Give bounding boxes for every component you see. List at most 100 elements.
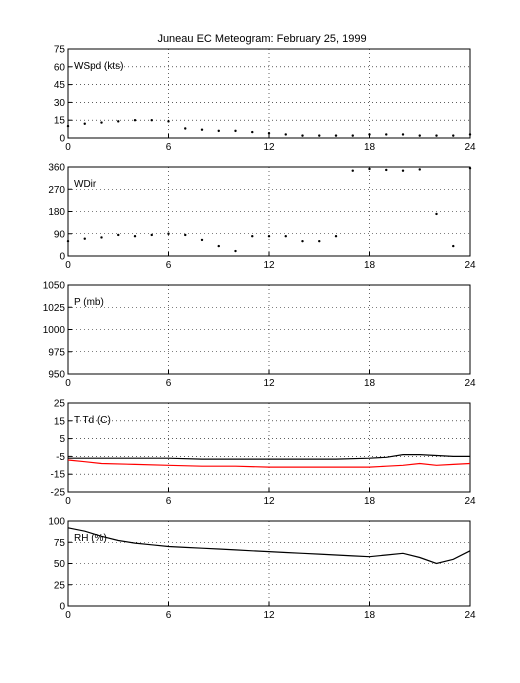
panel-wspd: 0 6 12 18 24 0 15 30 45 60 75 WSpd (kts) — [54, 45, 476, 154]
x-tick-label: 0 — [65, 610, 71, 621]
data-point — [150, 119, 153, 122]
data-point — [385, 133, 388, 136]
data-point — [184, 127, 187, 130]
data-point — [234, 129, 237, 133]
data-point — [401, 169, 405, 172]
data-point — [267, 132, 271, 135]
panel-pres: 0 6 12 18 24 950 975 1000 1025 1050 P (mb) — [43, 281, 476, 390]
panel-ttd: 0 6 12 18 24 -25 -15 -5 5 15 25 T Td (C) — [51, 399, 476, 508]
data-point — [117, 233, 120, 237]
data-point — [217, 244, 220, 248]
y-tick-label: 60 — [54, 62, 66, 73]
data-point — [468, 167, 472, 170]
series-line-0 — [67, 527, 471, 565]
x-tick-label: 18 — [364, 610, 376, 621]
x-tick-label: 24 — [464, 610, 476, 621]
y-tick-label: 25 — [54, 399, 66, 410]
x-tick-label: 24 — [464, 378, 476, 389]
y-tick-label: 1025 — [43, 303, 66, 314]
y-tick-label: 950 — [48, 370, 65, 381]
data-point — [184, 233, 187, 237]
data-point — [133, 119, 137, 122]
y-tick-label: 0 — [59, 602, 65, 613]
x-tick-label: 6 — [166, 496, 172, 507]
x-tick-label: 18 — [364, 260, 376, 271]
y-tick-label: -5 — [56, 452, 65, 463]
data-point — [217, 129, 220, 133]
y-tick-label: 50 — [54, 559, 66, 570]
x-tick-label: 12 — [263, 610, 275, 621]
data-point — [318, 239, 321, 243]
data-point — [251, 235, 254, 238]
data-point — [435, 212, 438, 216]
data-point — [66, 239, 70, 243]
data-point — [385, 168, 388, 172]
data-point — [401, 133, 405, 136]
x-tick-label: 24 — [464, 260, 476, 271]
y-tick-label: 975 — [48, 347, 65, 358]
panel-label: WDir — [74, 179, 97, 190]
data-point — [284, 133, 287, 136]
y-tick-label: 75 — [54, 45, 66, 56]
x-tick-label: 12 — [263, 378, 275, 389]
series-line-0 — [68, 454, 470, 460]
data-point — [100, 121, 103, 124]
data-point — [418, 168, 421, 171]
panel-label: RH (%) — [74, 533, 107, 544]
data-point — [301, 239, 304, 243]
x-tick-label: 6 — [166, 610, 172, 621]
y-tick-label: 0 — [59, 252, 65, 263]
data-point — [318, 134, 321, 137]
data-point — [368, 133, 371, 136]
data-point — [452, 134, 455, 137]
y-tick-label: 1050 — [43, 281, 66, 292]
data-point — [418, 134, 421, 137]
series-line-1 — [67, 459, 471, 468]
x-tick-label: 0 — [65, 142, 71, 153]
data-point — [468, 133, 472, 136]
y-tick-label: 100 — [48, 517, 65, 528]
data-point — [200, 128, 204, 131]
y-tick-label: 25 — [54, 580, 66, 591]
x-tick-label: 12 — [263, 496, 275, 507]
x-tick-label: 18 — [364, 142, 376, 153]
x-tick-label: 12 — [263, 260, 275, 271]
data-point — [452, 244, 455, 248]
y-tick-label: 0 — [59, 134, 65, 145]
x-tick-label: 0 — [65, 378, 71, 389]
y-tick-label: 5 — [59, 434, 65, 445]
data-point — [351, 134, 354, 137]
x-tick-label: 0 — [65, 260, 71, 271]
data-point — [83, 122, 86, 125]
y-tick-label: -15 — [51, 470, 66, 481]
data-point — [334, 134, 338, 137]
y-tick-label: 30 — [54, 98, 66, 109]
x-tick-label: 6 — [166, 378, 172, 389]
y-tick-label: 90 — [54, 229, 66, 240]
data-point — [301, 134, 304, 137]
x-tick-label: 18 — [364, 496, 376, 507]
data-point — [100, 236, 103, 239]
x-tick-label: 18 — [364, 378, 376, 389]
data-point — [368, 167, 371, 171]
data-point — [351, 169, 354, 172]
y-tick-label: 180 — [48, 207, 65, 218]
y-tick-label: 15 — [54, 416, 66, 427]
panel-label: P (mb) — [74, 297, 104, 308]
data-point — [117, 120, 120, 123]
data-point — [83, 237, 86, 240]
panel-label: WSpd (kts) — [74, 61, 123, 72]
x-tick-label: 24 — [464, 142, 476, 153]
y-tick-label: 15 — [54, 116, 66, 127]
panel-rh: 0 6 12 18 24 0 25 50 75 100 RH (%) — [48, 517, 476, 622]
y-tick-label: 75 — [54, 538, 66, 549]
panel-wdir: 0 6 12 18 24 0 90 180 270 360 WDir — [48, 163, 476, 272]
panel-label: T Td (C) — [74, 415, 111, 426]
data-point — [234, 249, 237, 253]
data-point — [435, 134, 438, 137]
data-point — [150, 233, 153, 237]
y-tick-label: 45 — [54, 80, 66, 91]
data-point — [251, 130, 254, 134]
